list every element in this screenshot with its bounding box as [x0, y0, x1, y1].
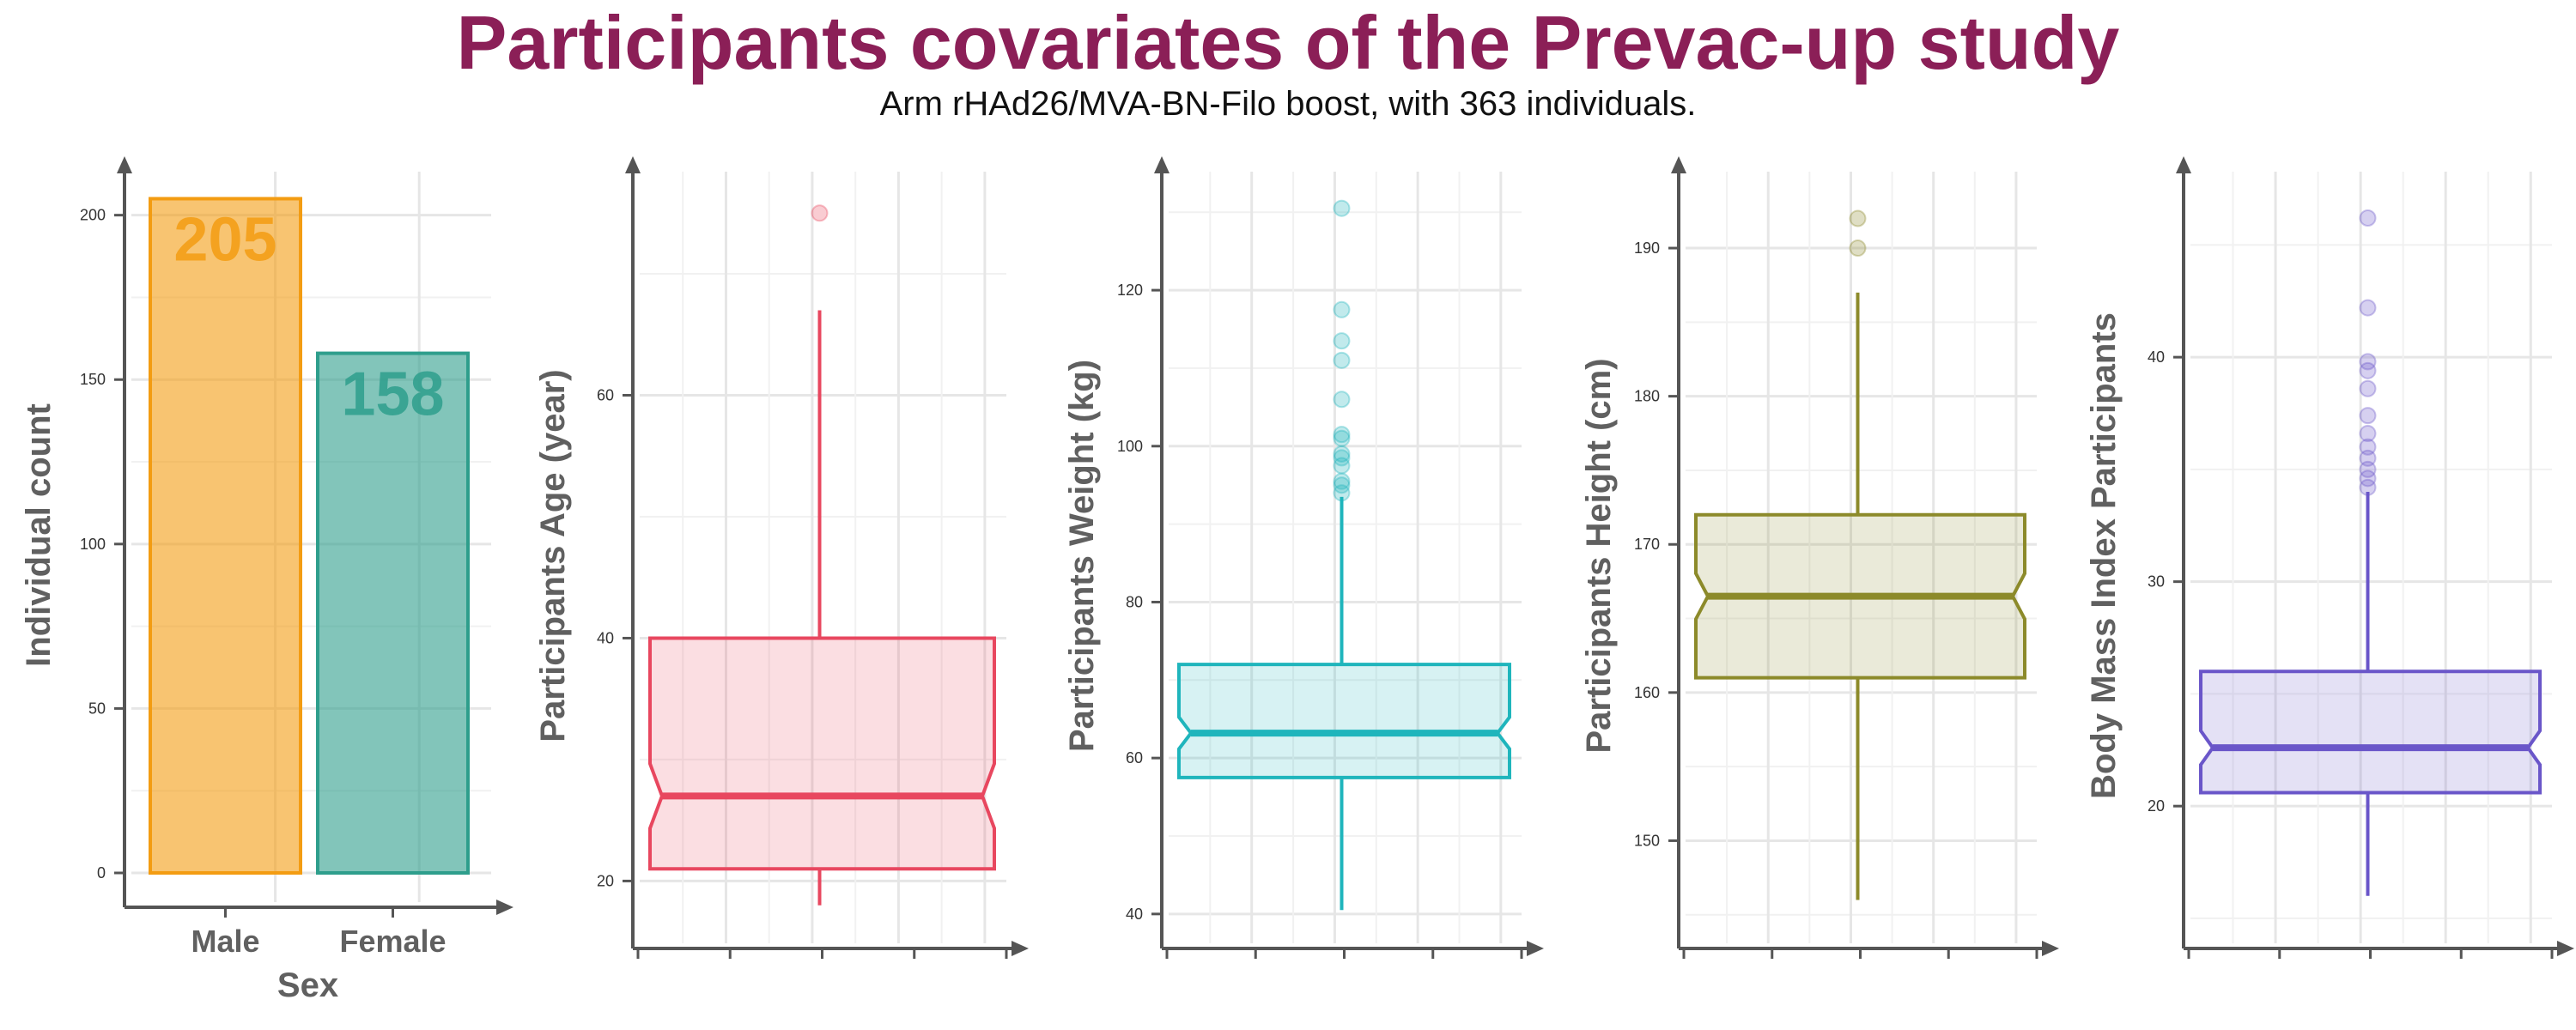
outlier-point: [1333, 332, 1351, 350]
chart-panel-5: 20 30 40 Body Mass Index Participants: [2085, 156, 2574, 959]
bar-data-label: 205: [173, 205, 276, 274]
x-axis-arrow: [1012, 941, 1029, 956]
y-tick-label: 100: [80, 536, 106, 553]
outlier-point: [1333, 457, 1351, 475]
y-tick-label: 150: [1634, 832, 1660, 849]
y-tick-label: 190: [1634, 239, 1660, 257]
y-tick-label: 120: [1117, 282, 1143, 299]
y-axis-title: Participants Height (cm): [1580, 358, 1618, 753]
outlier-point: [2359, 209, 2377, 227]
outlier-point: [2359, 478, 2377, 496]
y-axis-title: Body Mass Index Participants: [2085, 312, 2123, 799]
bar-female: [316, 351, 470, 875]
y-tick-label: 0: [97, 864, 106, 882]
outlier-point: [2359, 379, 2377, 397]
y-axis-arrow: [1671, 156, 1686, 173]
outlier-point: [2359, 449, 2377, 467]
outlier-point: [1333, 476, 1351, 494]
outlier-point: [1849, 239, 1867, 258]
y-axis-title: Participants Age (year): [534, 369, 572, 742]
x-axis-arrow: [496, 900, 513, 915]
outlier-point: [1333, 429, 1351, 447]
outlier-point: [1333, 391, 1351, 409]
page-subtitle: Arm rHAd26/MVA-BN-Filo boost, with 363 i…: [879, 85, 1697, 123]
outlier-point: [1333, 472, 1351, 490]
chart-panel-2: 20 40 60 Participants Age (year): [534, 156, 1029, 959]
y-tick-label: 170: [1634, 536, 1660, 553]
bar-data-label: 158: [341, 360, 444, 429]
outlier-point: [2359, 407, 2377, 425]
y-axis-arrow: [1154, 156, 1170, 173]
outlier-point: [1333, 199, 1351, 217]
y-tick-label: 80: [1126, 593, 1143, 610]
outlier-point: [1333, 351, 1351, 369]
outlier-point: [2359, 299, 2377, 317]
outlier-point: [1849, 209, 1867, 227]
y-tick-label: 40: [2148, 348, 2165, 366]
chart-panel-3: 40 60 80 100 120 Participants Weight (kg): [1063, 156, 1544, 959]
x-axis-title: Sex: [277, 966, 338, 1004]
y-tick-label: 30: [2148, 573, 2165, 591]
y-tick-label: 50: [88, 700, 106, 717]
y-tick-label: 160: [1634, 684, 1660, 701]
y-tick-label: 150: [80, 371, 106, 388]
outlier-point: [1333, 300, 1351, 318]
outlier-point: [2359, 470, 2377, 488]
box-body: [648, 636, 996, 871]
x-axis-arrow: [2042, 941, 2059, 956]
outlier-point: [2359, 361, 2377, 379]
y-tick-label: 60: [597, 387, 614, 404]
x-axis-arrow: [1527, 941, 1544, 956]
y-axis-arrow: [2176, 156, 2191, 173]
y-tick-label: 20: [597, 872, 614, 889]
box-body: [1177, 663, 1511, 779]
x-axis-arrow: [2557, 941, 2574, 956]
y-axis-title: Participants Weight (kg): [1063, 360, 1101, 752]
bar-male: [149, 197, 302, 876]
outlier-point: [2359, 425, 2377, 443]
outlier-point: [1333, 426, 1351, 444]
outlier-point: [2359, 353, 2377, 371]
outlier-point: [2359, 438, 2377, 456]
y-axis-title: Individual count: [20, 403, 58, 667]
y-tick-label: 60: [1126, 749, 1143, 766]
outlier-point: [2359, 460, 2377, 478]
chart-panel-4: 150 160 170 180 190 Participants Height (cm): [1580, 156, 2059, 959]
page-title: Participants covariates of the Prevac-up…: [456, 0, 2120, 85]
y-tick-label: 180: [1634, 388, 1660, 405]
outlier-point: [811, 204, 829, 222]
box-body: [2199, 670, 2542, 795]
chart-panel-1: 0 50 100 150 200 Individual count 205 Male 158 Fe…: [20, 156, 513, 1004]
y-tick-label: 100: [1117, 438, 1143, 455]
y-tick-label: 200: [80, 207, 106, 224]
y-tick-label: 40: [597, 629, 614, 646]
y-axis-arrow: [625, 156, 641, 173]
y-tick-label: 40: [1126, 906, 1143, 923]
y-axis-arrow: [117, 156, 132, 173]
x-category-label: Male: [191, 924, 259, 959]
y-tick-label: 20: [2148, 797, 2165, 815]
x-category-label: Female: [339, 924, 446, 959]
outlier-point: [1333, 449, 1351, 467]
outlier-point: [1333, 484, 1351, 502]
outlier-point: [1333, 445, 1351, 463]
